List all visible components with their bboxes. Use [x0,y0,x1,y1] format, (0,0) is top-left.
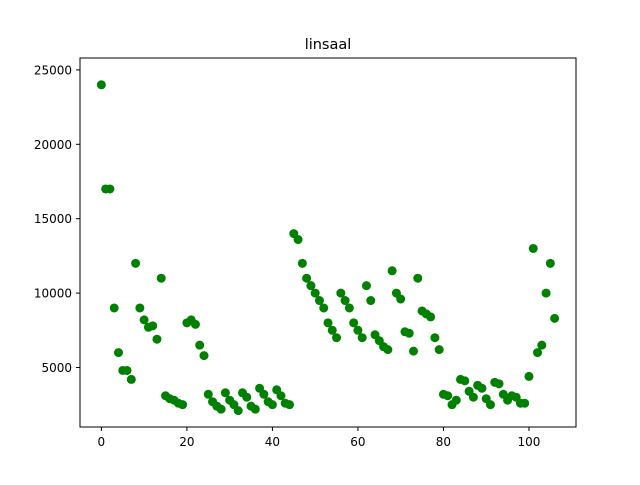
data-point [126,374,136,384]
data-point [413,273,423,283]
data-point [387,266,397,276]
data-point [327,325,337,335]
data-point [259,389,269,399]
data-point [319,303,329,313]
data-point [310,288,320,298]
data-point [323,318,333,328]
x-tick-label: 20 [179,435,194,449]
data-point [109,303,119,313]
data-point [340,296,350,306]
points-layer [96,80,560,416]
data-point [199,351,209,361]
data-point [451,395,461,405]
x-tick-label: 100 [518,435,541,449]
data-point [139,315,149,325]
data-point [267,400,277,410]
ticks-layer: 0 20 40 60 80 100 5000 10000 15000 20000 25000 [34,63,541,449]
data-point [528,243,538,253]
data-point [195,340,205,350]
data-point [220,388,230,398]
x-tick-label: 60 [350,435,365,449]
data-point [344,303,354,313]
data-point [426,312,436,322]
data-point [332,333,342,343]
data-point [430,333,440,343]
y-tick-label: 15000 [34,212,72,226]
y-tick-label: 25000 [34,63,72,77]
x-tick-label: 0 [98,435,106,449]
data-point [105,184,115,194]
data-point [113,348,123,358]
data-point [520,398,530,408]
y-tick-label: 20000 [34,138,72,152]
data-point [357,333,367,343]
data-point [366,296,376,306]
data-point [409,346,419,356]
x-tick-label: 80 [436,435,451,449]
data-point [314,296,324,306]
data-point [353,325,363,335]
data-point [383,345,393,355]
data-point [131,258,141,268]
data-point [190,319,200,329]
data-point [541,288,551,298]
data-point [468,392,478,402]
y-tick-label: 10000 [34,287,72,301]
data-point [550,313,560,323]
data-point [545,258,555,268]
data-point [297,258,307,268]
data-point [233,406,243,416]
data-point [396,294,406,304]
data-point [285,400,295,410]
data-point [404,328,414,338]
data-point [524,371,534,381]
data-point [152,334,162,344]
data-point [349,318,359,328]
y-tick-label: 5000 [41,361,72,375]
data-point [533,348,543,358]
data-point [293,235,303,245]
data-point [443,391,453,401]
data-point [306,281,316,291]
data-point [122,365,132,375]
data-point [178,400,188,410]
data-point [477,383,487,393]
x-tick-label: 40 [265,435,280,449]
plot-area-frame [79,57,577,428]
data-point [135,303,145,313]
data-point [434,345,444,355]
data-point [494,379,504,389]
data-point [460,376,470,386]
data-point [156,273,166,283]
chart-title: linsaal [305,37,352,53]
data-point [336,288,346,298]
data-point [361,281,371,291]
data-point [276,391,286,401]
data-point [250,404,260,414]
data-point [537,340,547,350]
data-point [302,273,312,283]
data-point [242,392,252,402]
data-point [148,321,158,331]
data-point [203,389,213,399]
data-point [216,404,226,414]
data-point [96,80,106,90]
data-point [485,400,495,410]
